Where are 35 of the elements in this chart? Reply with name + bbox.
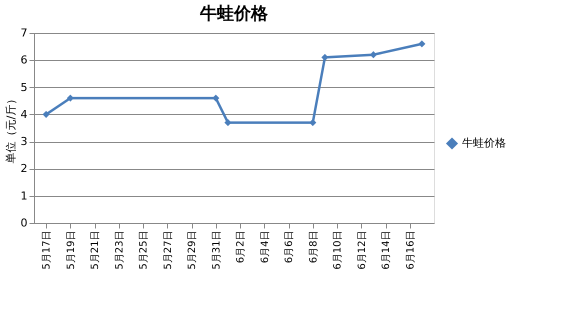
y-tick-label: 6 [20, 54, 28, 67]
point [66, 94, 74, 102]
point [418, 40, 426, 48]
legend-label: 牛蛙价格 [462, 136, 506, 150]
x-tick-label: 5月25日 [138, 230, 150, 270]
y-tick-label: 0 [20, 216, 28, 230]
y-tick-label: 4 [20, 108, 28, 121]
y-axis-title: 单位（元/斤） [4, 94, 18, 164]
y-tick-label: 7 [20, 26, 28, 40]
point [224, 119, 232, 126]
x-tick-label: 6月6日 [284, 230, 296, 264]
x-tick-label: 6月8日 [308, 230, 320, 264]
x-tick-label: 6月10日 [332, 230, 344, 270]
y-tick-label: 3 [20, 135, 28, 148]
x-tick-label: 5月27日 [162, 230, 174, 270]
y-tick-label: 1 [20, 189, 28, 202]
x-tick-label: 6月16日 [405, 230, 416, 270]
y-tick-label: 2 [20, 162, 28, 176]
point [42, 110, 50, 118]
point [212, 94, 220, 102]
x-tick-label: 5月31日 [211, 230, 222, 270]
chart-title: 牛蛙价格 [199, 4, 269, 24]
x-tick-label: 5月21日 [90, 230, 102, 270]
x-tick-label: 5月23日 [114, 230, 126, 270]
point [309, 119, 316, 126]
point [370, 51, 377, 58]
x-tick-label: 5月29日 [187, 230, 198, 270]
x-tick-label: 6月2日 [236, 230, 247, 264]
x-tick-label: 6月14日 [381, 230, 392, 270]
x-tick-label: 6月12日 [356, 230, 368, 270]
point [321, 54, 328, 61]
x-tick-label: 6月4日 [260, 230, 271, 264]
x-tick-label: 5月17日 [42, 230, 53, 270]
x-tick-label: 5月19日 [66, 230, 77, 270]
y-tick-label: 5 [20, 80, 28, 94]
